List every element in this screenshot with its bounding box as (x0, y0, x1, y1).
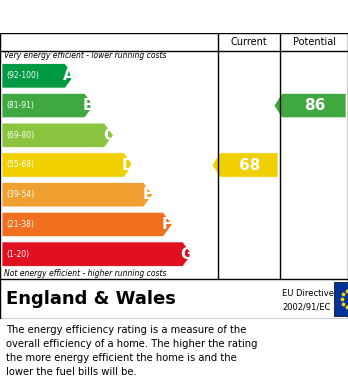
Text: (21-38): (21-38) (6, 220, 34, 229)
Polygon shape (2, 93, 94, 118)
Polygon shape (2, 123, 113, 147)
Text: (1-20): (1-20) (6, 249, 29, 258)
Text: EU Directive: EU Directive (282, 289, 334, 298)
Text: England & Wales: England & Wales (6, 290, 176, 308)
Text: Potential: Potential (293, 37, 335, 47)
Bar (334, 282, 348, 316)
Text: 68: 68 (239, 158, 261, 172)
Polygon shape (2, 64, 74, 88)
Text: Not energy efficient - higher running costs: Not energy efficient - higher running co… (4, 269, 166, 278)
Text: Current: Current (231, 37, 267, 47)
Text: (81-91): (81-91) (6, 101, 34, 110)
Text: B: B (83, 98, 95, 113)
Text: 2002/91/EC: 2002/91/EC (282, 303, 330, 312)
Text: F: F (162, 217, 173, 232)
Text: E: E (142, 187, 153, 202)
Polygon shape (2, 183, 153, 207)
Polygon shape (2, 242, 192, 266)
Text: Very energy efficient - lower running costs: Very energy efficient - lower running co… (4, 52, 166, 61)
Polygon shape (2, 212, 172, 237)
Text: (69-80): (69-80) (6, 131, 34, 140)
Polygon shape (2, 153, 133, 177)
Text: A: A (63, 68, 75, 83)
Polygon shape (212, 153, 278, 177)
Text: The energy efficiency rating is a measure of the
overall efficiency of a home. T: The energy efficiency rating is a measur… (6, 325, 258, 377)
Text: G: G (181, 247, 193, 262)
Text: (55-68): (55-68) (6, 160, 34, 170)
Text: 86: 86 (304, 98, 326, 113)
Text: (92-100): (92-100) (6, 71, 39, 81)
Text: D: D (122, 158, 134, 172)
Text: (39-54): (39-54) (6, 190, 34, 199)
Text: Energy Efficiency Rating: Energy Efficiency Rating (10, 9, 220, 24)
Polygon shape (274, 93, 346, 118)
Text: C: C (103, 128, 114, 143)
